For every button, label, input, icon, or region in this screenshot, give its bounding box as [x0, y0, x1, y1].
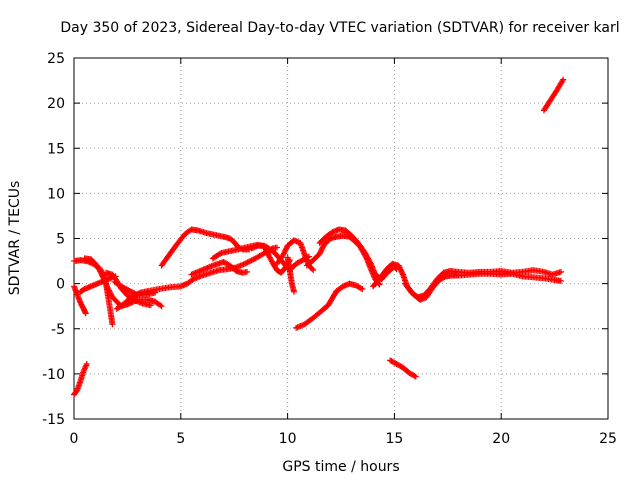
data-point: [399, 270, 406, 277]
data-point: [83, 360, 90, 367]
y-tick-label: 25: [47, 51, 65, 67]
y-tick-label: 15: [47, 141, 65, 157]
y-tick-label: 20: [47, 96, 65, 112]
data-point: [291, 288, 298, 295]
data-point: [273, 244, 280, 251]
series-arc-1: [71, 360, 90, 398]
data-point: [248, 257, 255, 264]
x-tick-label: 5: [176, 431, 185, 447]
data-point: [412, 373, 419, 380]
data-points: [71, 76, 567, 398]
data-point: [82, 310, 89, 317]
data-point: [249, 256, 256, 263]
series-arc-17: [284, 254, 298, 295]
data-point: [558, 277, 565, 284]
data-point: [157, 302, 164, 309]
chart-title: Day 350 of 2023, Sidereal Day-to-day VTE…: [60, 20, 619, 36]
series-arc-5: [77, 273, 119, 295]
series-arc-16: [316, 226, 400, 283]
grid-lines: [74, 58, 608, 419]
data-point: [245, 258, 252, 265]
y-axis-label: SDTVAR / TECUs: [7, 181, 23, 296]
data-point: [247, 258, 254, 265]
series-arc-14: [293, 280, 366, 331]
data-point: [135, 290, 142, 297]
y-tick-label: 10: [47, 186, 65, 202]
x-tick-label: 10: [279, 431, 297, 447]
y-tick-label: 0: [56, 277, 65, 293]
y-tick-label: 5: [56, 232, 65, 248]
data-point: [558, 268, 565, 275]
data-point: [243, 260, 250, 267]
series-arc-20: [387, 357, 419, 380]
series-arc-21: [540, 76, 567, 114]
data-point: [158, 303, 165, 310]
axis-ticks: 0 5 10 15 20 25 -15 -10 -5 0 5 10 15 20 25: [42, 51, 617, 447]
series-arc-19: [402, 267, 565, 301]
data-point: [367, 259, 374, 266]
series-arc-10: [188, 258, 251, 278]
data-point: [358, 285, 365, 292]
data-point: [73, 388, 80, 395]
data-point: [560, 76, 567, 83]
x-tick-label: 25: [599, 431, 617, 447]
series-arc-8: [113, 244, 280, 312]
y-tick-label: -5: [51, 322, 65, 338]
x-tick-label: 15: [385, 431, 403, 447]
series-arc-18: [370, 260, 565, 303]
data-point: [359, 286, 366, 293]
data-point: [244, 268, 251, 275]
data-point: [244, 259, 251, 266]
x-axis-label: GPS time / hours: [282, 459, 399, 475]
data-point: [109, 321, 116, 328]
x-tick-label: 20: [492, 431, 510, 447]
data-point: [147, 302, 154, 309]
data-point: [310, 267, 317, 274]
data-point: [241, 260, 248, 267]
data-point: [559, 78, 566, 85]
data-point: [217, 250, 224, 257]
y-tick-label: -15: [42, 412, 65, 428]
x-tick-label: 0: [70, 431, 79, 447]
y-tick-label: -10: [42, 367, 65, 383]
data-point: [309, 265, 316, 272]
data-point: [411, 372, 418, 379]
data-point: [264, 250, 271, 257]
